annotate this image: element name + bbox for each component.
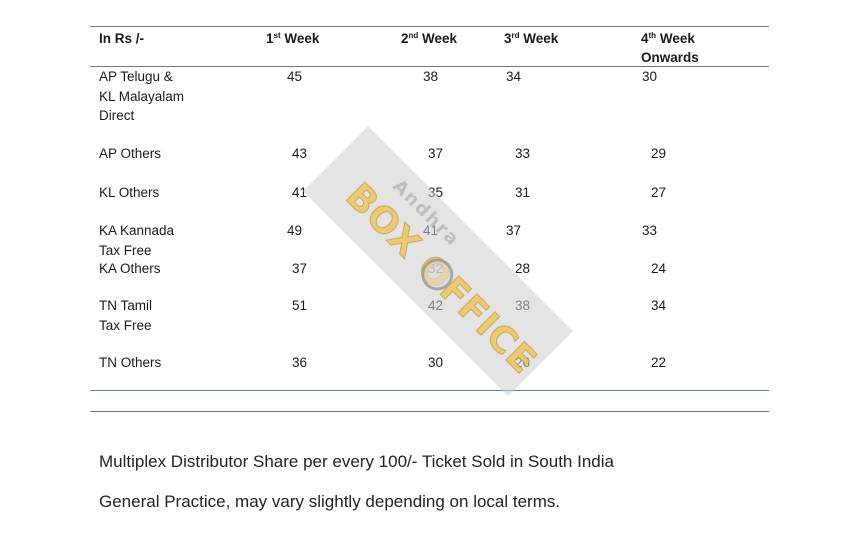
value-cell: 42	[428, 298, 444, 313]
value-cell: 31	[515, 185, 531, 200]
table-bottom-rule	[90, 390, 769, 391]
value-cell: 27	[651, 185, 667, 200]
row-region-tn-others: TN Others	[99, 355, 162, 370]
header-week-2: 2nd Week	[401, 31, 458, 46]
value-cell: 22	[651, 355, 667, 370]
value-cell: 30	[642, 69, 658, 84]
value-cell: 51	[292, 298, 308, 313]
value-cell: 33	[515, 146, 531, 161]
value-cell: 33	[642, 223, 658, 238]
value-cell: 43	[292, 146, 308, 161]
value-cell: 49	[287, 223, 303, 238]
value-cell: 37	[292, 261, 308, 276]
value-cell: 34	[506, 69, 522, 84]
row-region-kl-others: KL Others	[99, 185, 160, 200]
header-week-4: 4th Week Onwards	[641, 31, 699, 65]
value-cell: 45	[287, 69, 303, 84]
value-cell: 32	[428, 261, 444, 276]
value-cell: 28	[515, 261, 531, 276]
header-bottom-rule	[90, 66, 769, 67]
value-cell: 30	[428, 355, 444, 370]
value-cell: 29	[651, 146, 667, 161]
value-cell: 38	[515, 298, 531, 313]
value-cell: 24	[651, 261, 667, 276]
value-cell: 37	[428, 146, 444, 161]
row-region-ka-others: KA Others	[99, 261, 161, 276]
row-region-ap-others: AP Others	[99, 146, 162, 161]
value-cell: 41	[423, 223, 439, 238]
value-cell: 26	[515, 355, 531, 370]
value-cell: 37	[506, 223, 522, 238]
table-top-rule	[90, 26, 769, 27]
header-label: In Rs /-	[99, 31, 145, 46]
footer-rule	[90, 411, 769, 412]
value-cell: 34	[651, 298, 667, 313]
value-cell: 41	[292, 185, 308, 200]
value-cell: 38	[423, 69, 439, 84]
value-cell: 35	[428, 185, 444, 200]
header-week-1: 1st Week	[266, 31, 320, 46]
note-distributor-share: Multiplex Distributor Share per every 10…	[99, 452, 614, 471]
header-week-3: 3rd Week	[504, 31, 559, 46]
value-cell: 36	[292, 355, 308, 370]
watermark-main-text: BOX OFFICE	[337, 175, 545, 383]
row-region-ka-kannada: KA Kannada Tax Free	[99, 223, 175, 258]
row-region-ap-telugu: AP Telugu & KL Malayalam Direct	[99, 69, 185, 123]
note-general-practice: General Practice, may vary slightly depe…	[99, 492, 561, 511]
row-region-tn-tamil: TN Tamil Tax Free	[99, 298, 153, 333]
